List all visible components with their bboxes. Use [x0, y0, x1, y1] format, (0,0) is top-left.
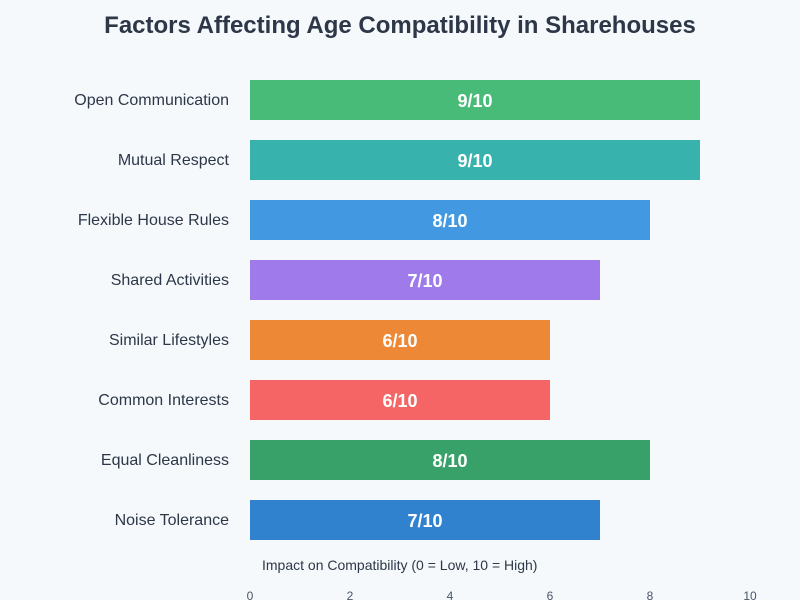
category-label: Open Communication	[74, 92, 229, 109]
x-tick-label: 10	[743, 589, 757, 600]
x-tick-label: 8	[647, 589, 654, 600]
x-tick-label: 0	[247, 589, 254, 600]
data-label: 7/10	[407, 271, 442, 291]
data-label: 9/10	[457, 151, 492, 171]
data-label: 9/10	[457, 91, 492, 111]
category-label: Flexible House Rules	[78, 212, 229, 229]
data-label: 6/10	[382, 391, 417, 411]
x-tick-label: 6	[547, 589, 554, 600]
category-label: Mutual Respect	[118, 152, 230, 169]
category-label: Common Interests	[98, 392, 229, 409]
x-tick-label: 4	[447, 589, 454, 600]
category-label: Equal Cleanliness	[101, 452, 229, 469]
bar	[250, 200, 650, 240]
data-label: 8/10	[432, 211, 467, 231]
data-label: 8/10	[432, 451, 467, 471]
category-label: Noise Tolerance	[115, 512, 230, 529]
data-label: 6/10	[382, 331, 417, 351]
bar	[250, 380, 550, 420]
bar	[250, 260, 600, 300]
x-tick-label: 2	[347, 589, 354, 600]
data-label: 7/10	[407, 511, 442, 531]
category-label: Shared Activities	[111, 272, 229, 289]
bar	[250, 440, 650, 480]
bar	[250, 500, 600, 540]
bar	[250, 80, 700, 120]
chart-title: Factors Affecting Age Compatibility in S…	[104, 12, 696, 39]
x-axis-label: Impact on Compatibility (0 = Low, 10 = H…	[262, 557, 537, 573]
bar	[250, 320, 550, 360]
category-label: Similar Lifestyles	[109, 332, 229, 349]
bar	[250, 140, 700, 180]
